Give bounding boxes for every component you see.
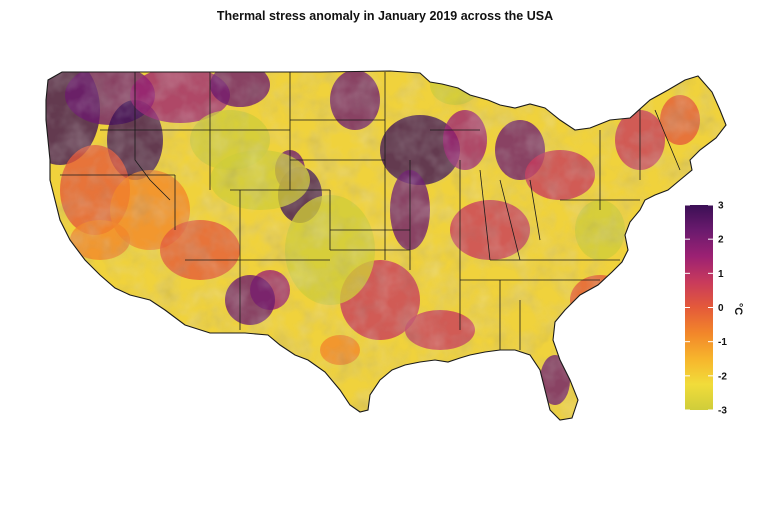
colorbar-tick-label: -2: [718, 371, 727, 382]
colorbar-tick-label: -3: [718, 406, 727, 417]
state-border: [479, 169, 491, 261]
colorbar: 3 2 1 0 -1 -2 -3 °C: [685, 201, 744, 417]
state-border: [134, 72, 171, 201]
usa-outline: [45, 70, 727, 421]
map-title: Thermal stress anomaly in January 2019 a…: [216, 9, 554, 23]
colorbar-ticks: 3 2 1 0 -1 -2 -3: [685, 201, 727, 417]
colorbar-tick-label: 3: [718, 201, 724, 212]
state-border: [654, 109, 681, 171]
colorbar-tick-label: 2: [718, 235, 724, 246]
colorbar-tick-label: 0: [718, 303, 724, 314]
state-border: [579, 299, 601, 321]
state-border: [499, 179, 521, 261]
state-border: [529, 179, 541, 241]
colorbar-tick-label: -1: [718, 337, 727, 348]
colorbar-unit: °C: [732, 303, 744, 315]
state-borders: [60, 72, 681, 350]
colorbar-tick-label: 1: [718, 269, 724, 280]
